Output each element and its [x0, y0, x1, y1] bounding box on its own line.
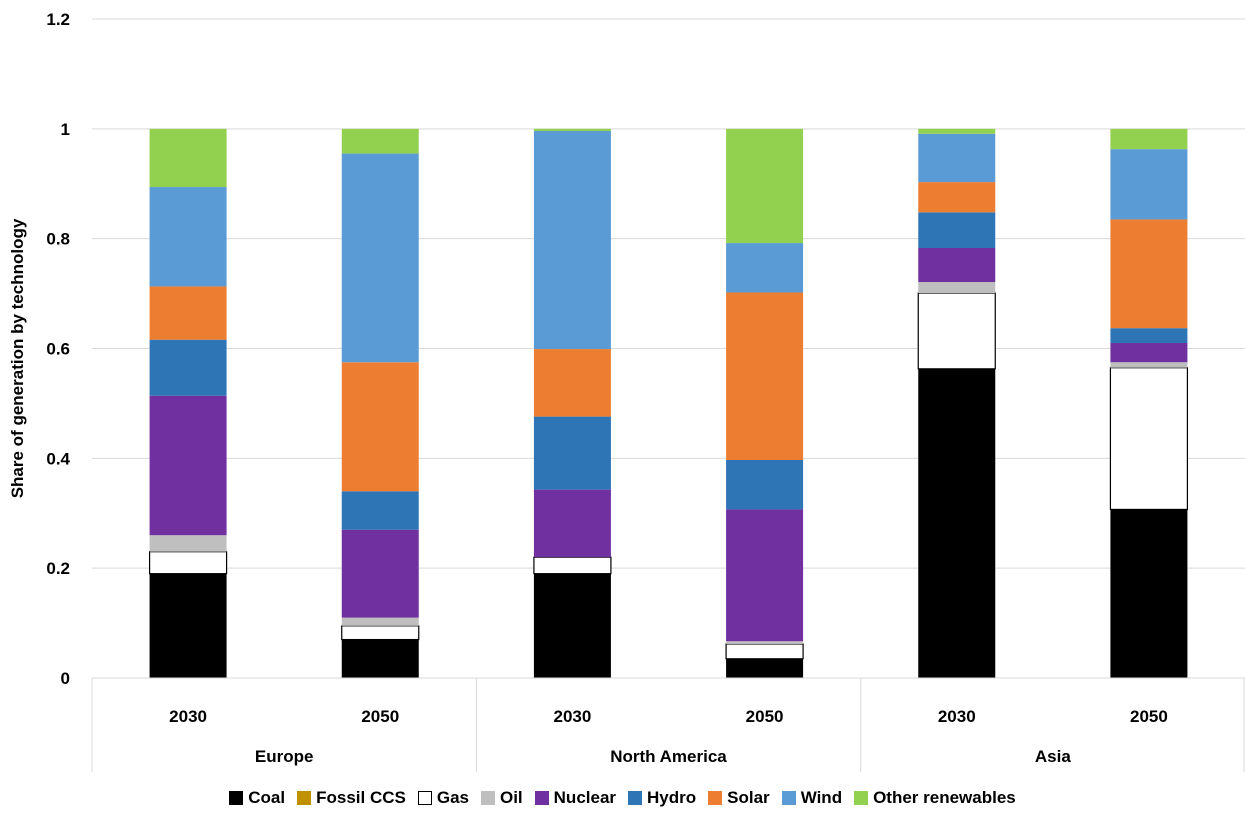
group-label: North America [610, 747, 727, 766]
legend-label: Other renewables [873, 788, 1016, 807]
legend-swatch [297, 791, 312, 805]
bar-segment-oil [149, 535, 227, 552]
legend-swatch [229, 791, 244, 805]
group-label: Europe [255, 747, 314, 766]
x-tick-label: 2030 [554, 707, 592, 726]
bar-segment-gas [148, 551, 228, 575]
legend-item: Oil [480, 788, 523, 808]
bar-segment-other-renewables [726, 128, 804, 244]
bar-segment-solar [726, 292, 804, 460]
legend-label: Gas [436, 788, 469, 807]
bar-segment-wind [341, 153, 419, 363]
legend-label: Wind [800, 788, 843, 807]
bar-segment-coal [341, 639, 419, 678]
bar-segment-hydro [149, 339, 227, 396]
bar-segment-wind [726, 243, 804, 293]
bar-segment-hydro [726, 459, 804, 510]
legend-swatch [708, 791, 723, 805]
legend-item: Solar [708, 788, 770, 808]
bar-segment-wind [1110, 149, 1188, 220]
bar-segment-other-renewables [341, 128, 419, 154]
group-label: Asia [1035, 747, 1071, 766]
bar-segment-coal [1110, 509, 1188, 678]
bar-segment-nuclear [149, 395, 227, 536]
bar-segment-oil [1110, 362, 1188, 368]
legend-item: Wind [781, 788, 843, 808]
y-tick-label: 0.4 [46, 449, 70, 468]
bar-segment-hydro [918, 212, 996, 249]
legend-item: Gas [417, 788, 469, 808]
legend-swatch [417, 791, 432, 805]
bar-segment-hydro [341, 491, 419, 530]
bar-segment-nuclear [533, 489, 611, 558]
bar-segment-solar [1110, 219, 1188, 329]
bar-segment-coal [533, 573, 611, 678]
bar-segment-gas [725, 643, 804, 660]
y-tick-label: 0 [61, 669, 70, 688]
bar-segment-wind [533, 131, 611, 350]
y-tick-label: 0.6 [46, 340, 70, 359]
y-tick-label: 1.2 [46, 10, 70, 29]
bar-segment-oil [341, 617, 419, 626]
x-tick-label: 2030 [938, 707, 976, 726]
legend-label: Solar [727, 788, 770, 807]
legend-swatch [781, 791, 796, 805]
bar-segment-hydro [533, 416, 611, 490]
bar-segment-solar [341, 362, 419, 492]
bar-segment-other-renewables [1110, 128, 1188, 150]
bar-segment-other-renewables [149, 128, 227, 188]
bar-segment-nuclear [341, 529, 419, 618]
bar-segment-wind [918, 133, 996, 183]
bar-segment-other-renewables [533, 128, 611, 132]
bar-segment-gas [1109, 367, 1189, 511]
bar-segment-coal [918, 368, 996, 678]
bar-segment-gas [533, 556, 612, 575]
bar-segment-gas [341, 625, 420, 641]
x-tick-label: 2030 [169, 707, 207, 726]
bar-segment-coal [726, 658, 804, 678]
y-tick-label: 0.8 [46, 230, 70, 249]
y-tick-label: 1 [61, 120, 70, 139]
x-tick-label: 2050 [361, 707, 399, 726]
legend-swatch [628, 791, 643, 805]
bar-segment-oil [918, 282, 996, 294]
legend-swatch [480, 791, 495, 805]
bar-segment-other-renewables [918, 128, 996, 134]
legend-label: Coal [248, 788, 286, 807]
bar-segment-gas [917, 292, 996, 370]
stacked-bar-chart: 0 0.2 0.4 0.6 0.8 1 1.2 Share of generation by … [8, 10, 1245, 772]
legend-label: Nuclear [553, 788, 617, 807]
legend-label: Hydro [647, 788, 697, 807]
bar-segment-oil [726, 641, 804, 644]
bar-segment-solar [149, 286, 227, 340]
bar-segment-hydro [1110, 328, 1188, 344]
legend-item: Coal [229, 788, 285, 808]
legend: Coal Fossil CCS Gas Oil Nuclear Hydro Solar Win… [0, 788, 1245, 808]
legend-item: Other renewables [854, 788, 1016, 808]
legend-item: Hydro [628, 788, 696, 808]
legend-item: Fossil CCS [297, 788, 406, 808]
legend-swatch [534, 791, 549, 805]
legend-item: Nuclear [534, 788, 617, 808]
bar-segment-nuclear [918, 248, 996, 283]
bar-segment-nuclear [1110, 343, 1188, 363]
x-tick-label: 2050 [746, 707, 784, 726]
bar-segment-solar [918, 182, 996, 213]
bar-segment-solar [533, 349, 611, 417]
legend-label: Oil [499, 788, 523, 807]
bar-segment-coal [149, 573, 227, 678]
y-tick-label: 0.2 [46, 559, 70, 578]
x-tick-label: 2050 [1130, 707, 1168, 726]
legend-label: Fossil CCS [316, 788, 406, 807]
bar-segment-wind [149, 187, 227, 287]
bar-segment-nuclear [726, 509, 804, 642]
legend-swatch [854, 791, 869, 805]
y-axis-label: Share of generation by technology [8, 218, 27, 498]
